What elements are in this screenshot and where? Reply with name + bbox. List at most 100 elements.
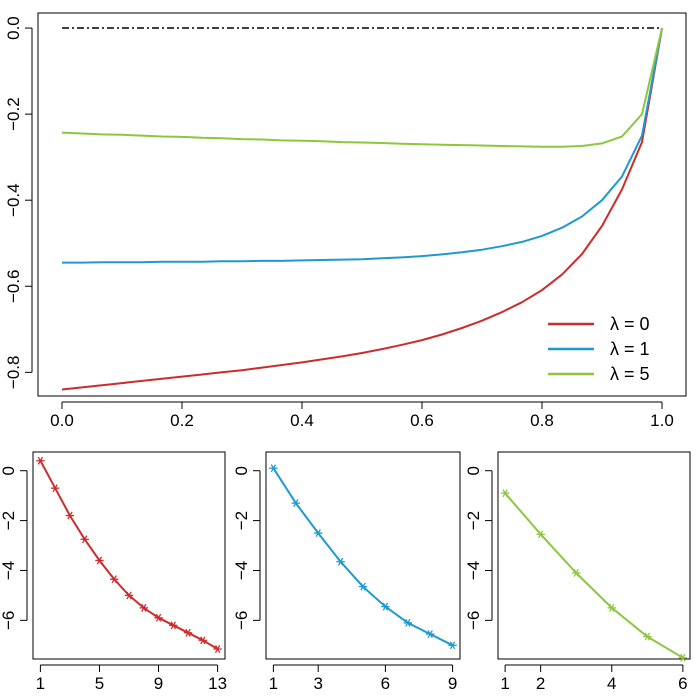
y-tick-label: −2 xyxy=(0,511,18,530)
x-tick-label: 5 xyxy=(95,674,104,693)
plot-frame xyxy=(265,451,461,660)
small-plot-lambda-0: 1 5 9 13 0 −2 −4 −6 xyxy=(0,451,227,693)
x-tick-label: 0.4 xyxy=(290,411,314,430)
data-point-stroke xyxy=(200,636,206,645)
data-point-stroke xyxy=(170,621,176,630)
data-point xyxy=(426,630,435,639)
x-tick-label: 2 xyxy=(536,674,545,693)
data-point xyxy=(358,582,368,591)
data-point xyxy=(183,628,193,637)
data-point xyxy=(643,632,652,641)
data-point-stroke xyxy=(141,603,147,612)
data-point xyxy=(139,603,148,612)
data-point xyxy=(336,557,345,566)
data-point-stroke xyxy=(502,489,508,498)
y-tick-label: −0.8 xyxy=(4,356,23,390)
data-point xyxy=(124,591,134,600)
legend-label: λ = 1 xyxy=(610,339,650,359)
data-point xyxy=(403,618,413,627)
data-point xyxy=(448,641,457,650)
data-point-stroke xyxy=(538,530,544,539)
x-tick-label: 6 xyxy=(678,674,687,693)
data-point xyxy=(36,456,45,465)
x-tick-label: 1 xyxy=(269,674,278,693)
data-point xyxy=(572,568,581,577)
data-point xyxy=(110,575,119,584)
data-point-stroke xyxy=(96,556,103,565)
data-point-stroke xyxy=(52,484,58,493)
data-point xyxy=(536,530,545,539)
y-tick-label: 0 xyxy=(0,466,18,475)
data-point-stroke xyxy=(337,557,344,566)
x-tick-label: 0.8 xyxy=(530,411,554,430)
x-tick-label: 0.0 xyxy=(50,411,74,430)
y-tick-label: −4 xyxy=(464,561,483,580)
legend-label: λ = 5 xyxy=(610,364,650,384)
data-point-stroke xyxy=(214,645,221,653)
data-point-stroke xyxy=(680,653,686,662)
data-point-stroke xyxy=(609,603,615,612)
series-line xyxy=(39,460,219,650)
y-tick-label: −2 xyxy=(464,511,483,530)
x-tick-label: 6 xyxy=(381,674,390,693)
series-line-1 xyxy=(62,27,663,264)
y-tick-label: −4 xyxy=(232,561,251,580)
data-point-stroke xyxy=(360,582,366,591)
y-tick-label: −6 xyxy=(464,611,483,630)
data-point-stroke xyxy=(185,628,191,637)
x-tick-label: 3 xyxy=(313,674,322,693)
small-plot-lambda-1: 1 3 6 9 0 −2 −4 −6 xyxy=(232,451,461,693)
data-point-stroke xyxy=(427,630,433,639)
y-tick-label: −4 xyxy=(0,561,18,580)
data-point xyxy=(198,636,208,645)
data-point xyxy=(50,484,60,493)
x-tick-label: 0.2 xyxy=(170,411,194,430)
data-point xyxy=(95,556,104,565)
data-point xyxy=(269,464,278,473)
y-tick-label: −0.6 xyxy=(4,269,23,303)
data-point-stroke xyxy=(270,464,277,473)
data-point xyxy=(381,602,390,611)
series-line-2 xyxy=(61,27,663,148)
x-tick-label: 1 xyxy=(36,674,45,693)
data-point xyxy=(154,613,163,622)
y-tick-label: −6 xyxy=(232,611,251,630)
legend-label: λ = 0 xyxy=(610,314,650,334)
data-point-stroke xyxy=(644,632,650,641)
data-point-stroke xyxy=(82,535,88,544)
plot-frame xyxy=(32,451,226,660)
data-point xyxy=(313,529,323,538)
data-point xyxy=(169,621,178,630)
x-tick-label: 1 xyxy=(500,674,509,693)
data-point-stroke xyxy=(382,602,389,611)
y-tick-label: −2 xyxy=(232,511,251,530)
data-point-stroke xyxy=(155,613,162,622)
y-tick-label: −0.2 xyxy=(4,97,23,131)
data-point xyxy=(607,603,616,612)
series-line xyxy=(272,467,454,647)
y-tick-label: −6 xyxy=(0,611,18,630)
data-point xyxy=(500,489,510,498)
data-point-stroke xyxy=(405,618,411,627)
series-line xyxy=(504,492,684,659)
data-point-stroke xyxy=(315,529,321,538)
small-plot-lambda-5: 1 2 4 6 0 −2 −4 −6 xyxy=(464,451,691,693)
data-point xyxy=(65,511,75,520)
data-point xyxy=(678,653,688,662)
data-point-stroke xyxy=(37,456,44,465)
x-tick-label: 9 xyxy=(448,674,457,693)
y-tick-label: 0 xyxy=(232,466,251,475)
x-tick-label: 1.0 xyxy=(650,411,674,430)
x-tick-label: 9 xyxy=(154,674,163,693)
y-tick-label: −0.4 xyxy=(4,183,23,217)
main-plot: 0.0 0.2 0.4 0.6 0.8 1.0 0.0 −0.2 −0.4 −0.6 −0.8 λ =… xyxy=(4,12,687,430)
data-point-stroke xyxy=(573,568,579,577)
x-tick-label: 0.6 xyxy=(410,411,434,430)
plot-frame xyxy=(497,451,691,660)
y-tick-label: 0.0 xyxy=(4,16,23,40)
data-point-stroke xyxy=(293,499,299,508)
x-tick-label: 13 xyxy=(208,674,227,693)
data-point xyxy=(80,535,89,544)
plot-frame xyxy=(37,12,687,397)
